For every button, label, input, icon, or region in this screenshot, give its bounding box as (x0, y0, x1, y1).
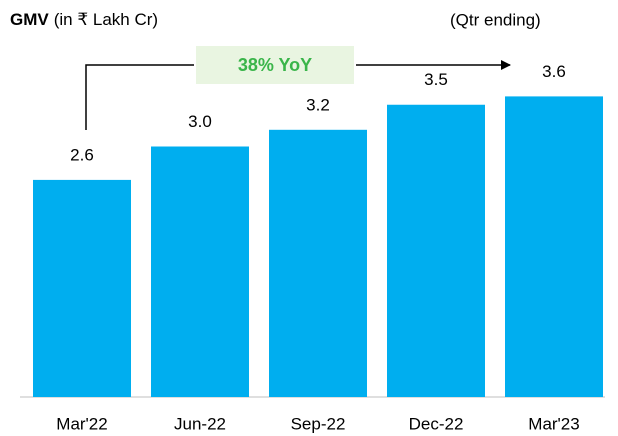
annotation: 38% YoY (238, 55, 312, 75)
value-label: 3.6 (542, 62, 566, 81)
x-tick-label: Sep-22 (291, 414, 346, 433)
value-label: 3.5 (424, 70, 448, 89)
bar (269, 129, 367, 398)
bar (33, 179, 131, 397)
x-tick-label: Mar'22 (56, 414, 107, 433)
growth-arrow (85, 60, 511, 130)
bar (387, 104, 485, 397)
x-tick-label: Jun-22 (174, 414, 226, 433)
value-label: 3.2 (306, 95, 330, 114)
bar (151, 146, 249, 397)
chart-subtitle: (in ₹ Lakh Cr) (54, 10, 158, 29)
chart-heading: GMV (in ₹ Lakh Cr) (10, 10, 158, 29)
x-tick-label: Mar'23 (528, 414, 579, 433)
annotation-box (194, 44, 356, 86)
value-label: 3.0 (188, 112, 212, 131)
bar (505, 96, 603, 398)
chart-note: (Qtr ending) (450, 10, 541, 29)
chart-title: GMV (10, 10, 49, 29)
value-label: 2.6 (70, 145, 94, 164)
x-tick-label: Dec-22 (409, 414, 464, 433)
